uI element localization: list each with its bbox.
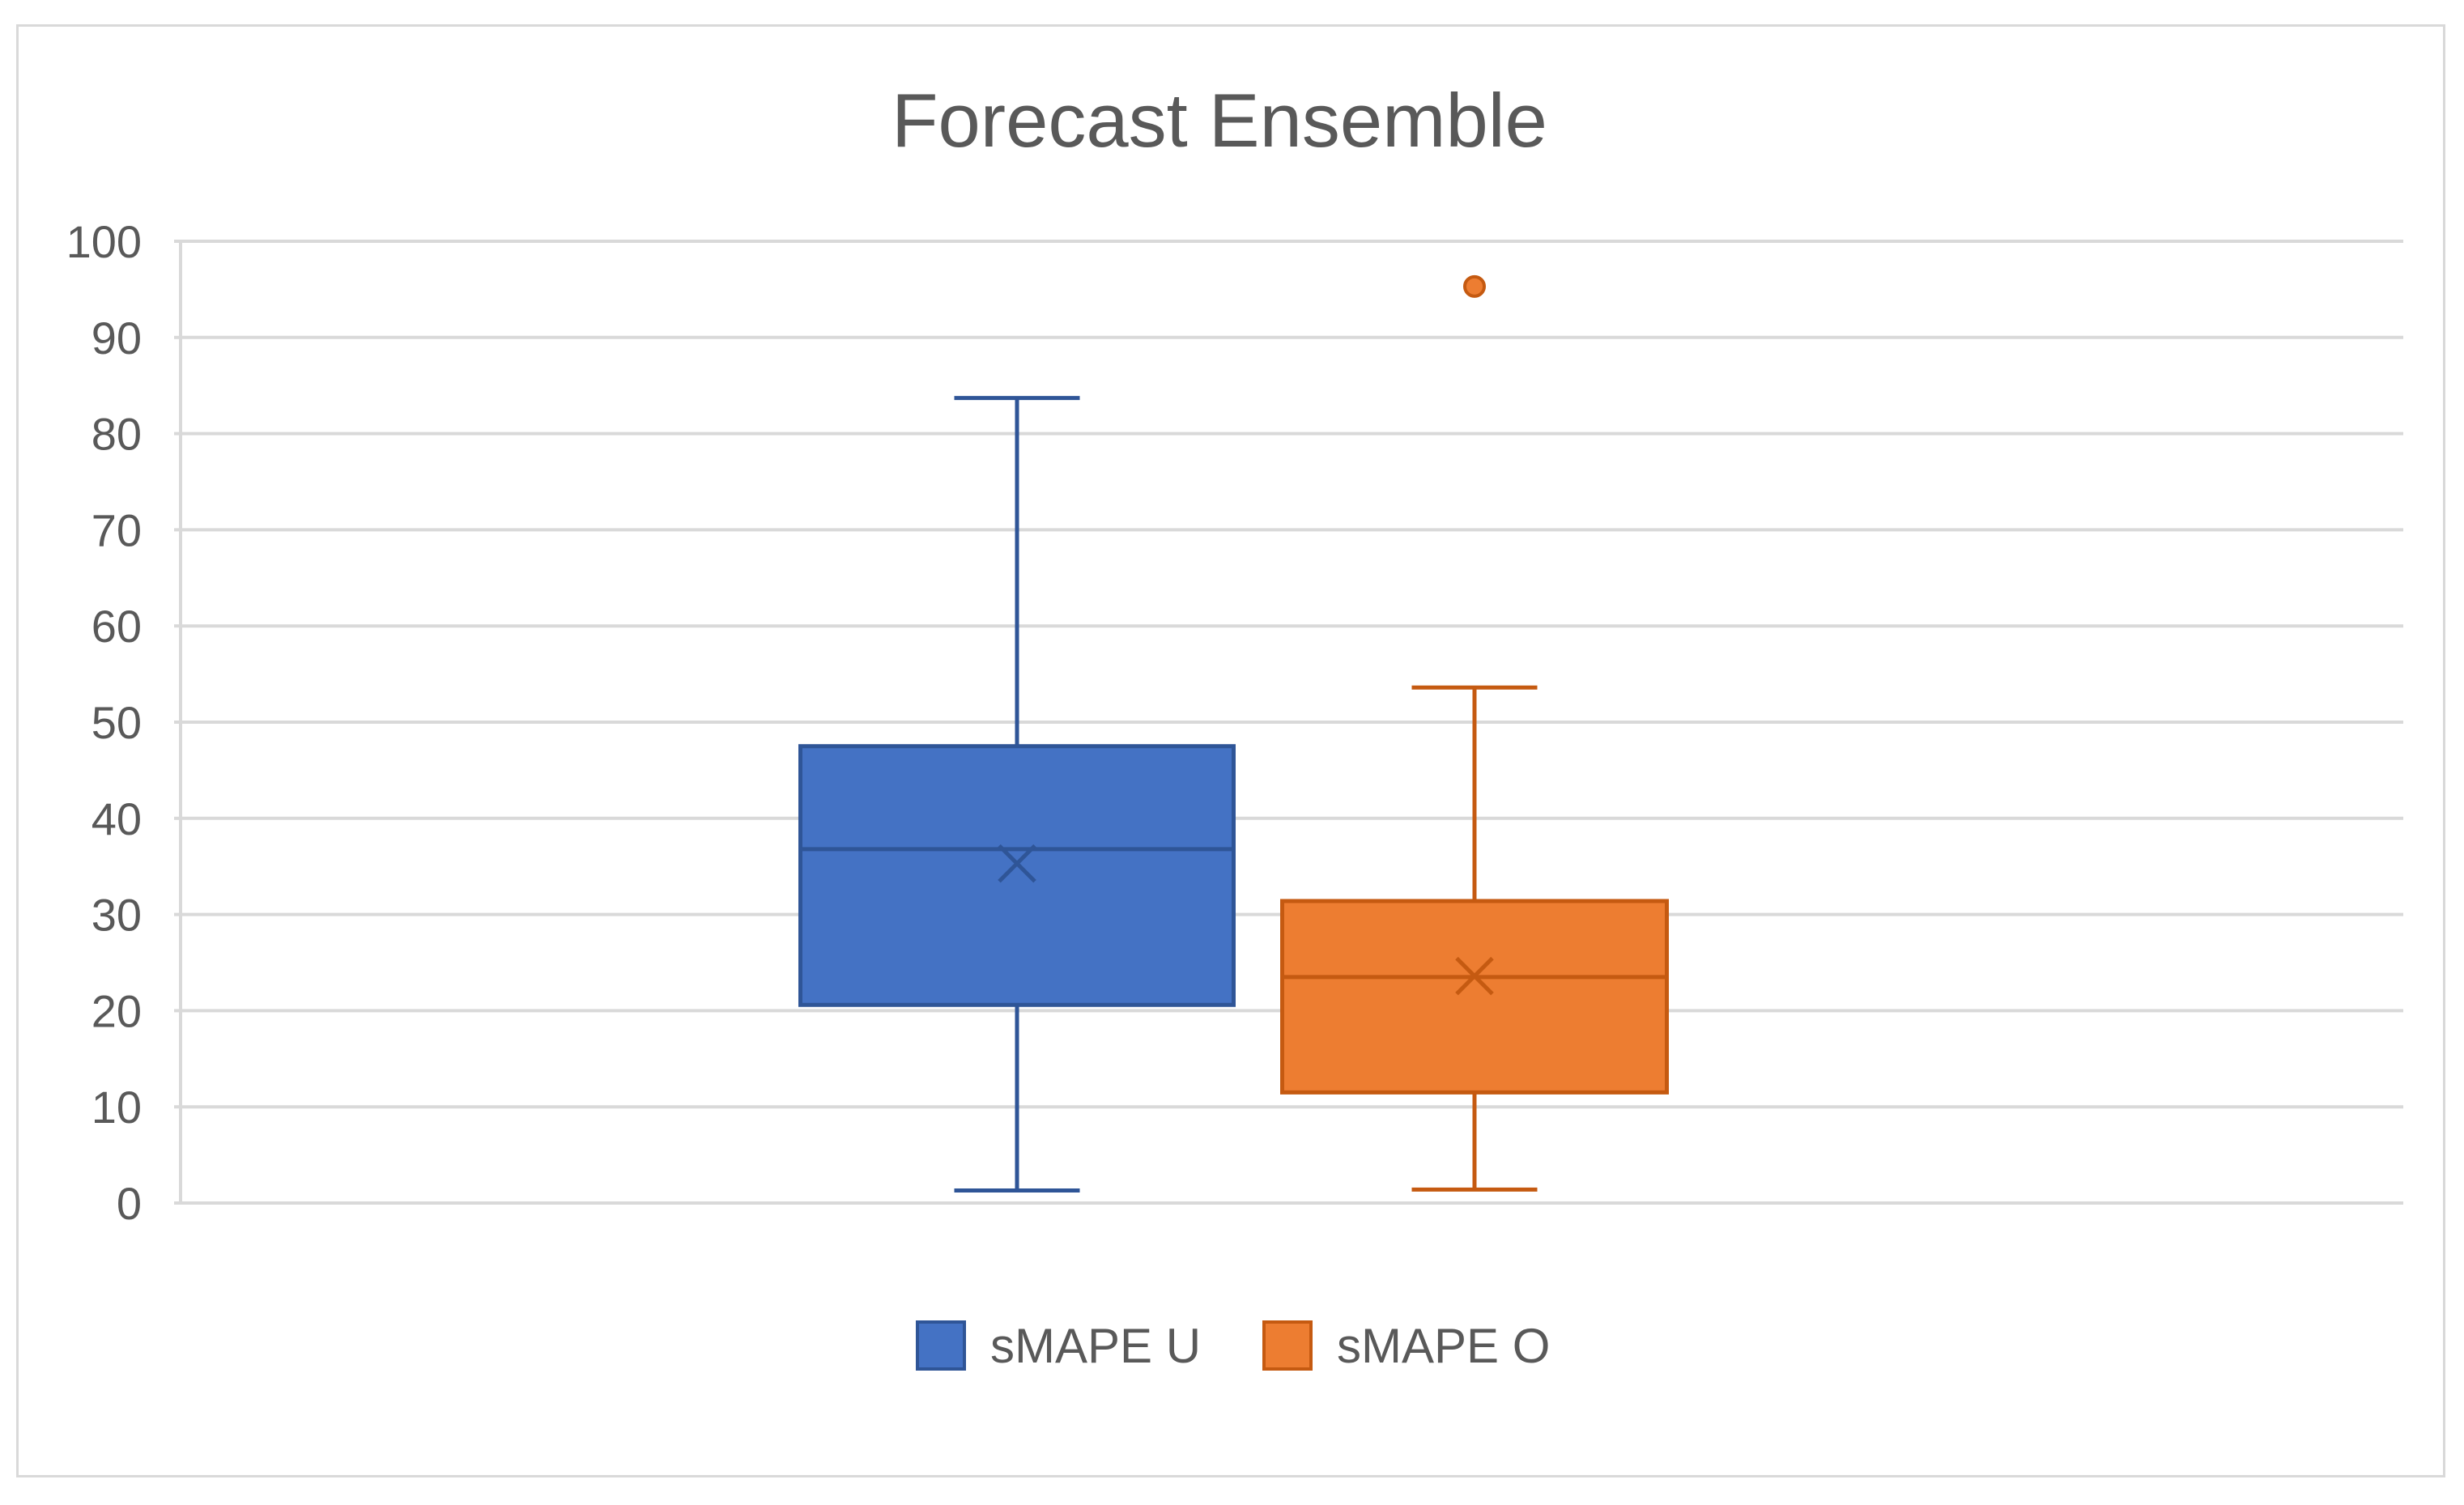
box-series-smape-o — [1280, 274, 1669, 1192]
y-axis: 0 10 20 30 40 50 60 70 80 90 100 — [66, 216, 182, 1229]
y-tick-label: 70 — [91, 504, 142, 555]
iqr-box — [798, 744, 1236, 1007]
legend: sMAPE U sMAPE O — [916, 1319, 1550, 1373]
legend-swatch — [1262, 1320, 1313, 1371]
y-tick-label: 10 — [91, 1082, 142, 1133]
mean-marker — [1455, 956, 1494, 996]
outlier-point — [1463, 274, 1486, 298]
y-tick-label: 20 — [91, 985, 142, 1036]
y-tick-label: 30 — [91, 890, 142, 941]
y-tick-label: 90 — [91, 312, 142, 363]
chart-title: Forecast Ensemble — [892, 78, 1547, 163]
iqr-box — [1280, 899, 1669, 1095]
y-tick-label: 0 — [117, 1178, 142, 1229]
box-series-smape-u — [798, 396, 1236, 1193]
legend-swatch — [916, 1320, 966, 1371]
y-tick-label: 40 — [91, 793, 142, 844]
y-tick-label: 60 — [91, 601, 142, 652]
legend-label: sMAPE U — [990, 1319, 1201, 1373]
legend-item-smape-o: sMAPE O — [1262, 1319, 1550, 1373]
y-tick-label: 50 — [91, 697, 142, 748]
box-plot-chart: Forecast Ensemble 0 10 20 30 40 50 60 70 80 90 100… — [66, 78, 2403, 1373]
legend-item-smape-u: sMAPE U — [916, 1319, 1201, 1373]
mean-marker — [998, 844, 1036, 883]
legend-label: sMAPE O — [1337, 1319, 1550, 1373]
chart-frame: Forecast Ensemble 0 10 20 30 40 50 60 70 80 90 100… — [16, 24, 2445, 1477]
y-tick-label: 80 — [91, 409, 142, 460]
box-series — [798, 274, 1669, 1193]
y-tick-label: 100 — [66, 216, 142, 267]
gridlines — [181, 240, 2403, 1205]
